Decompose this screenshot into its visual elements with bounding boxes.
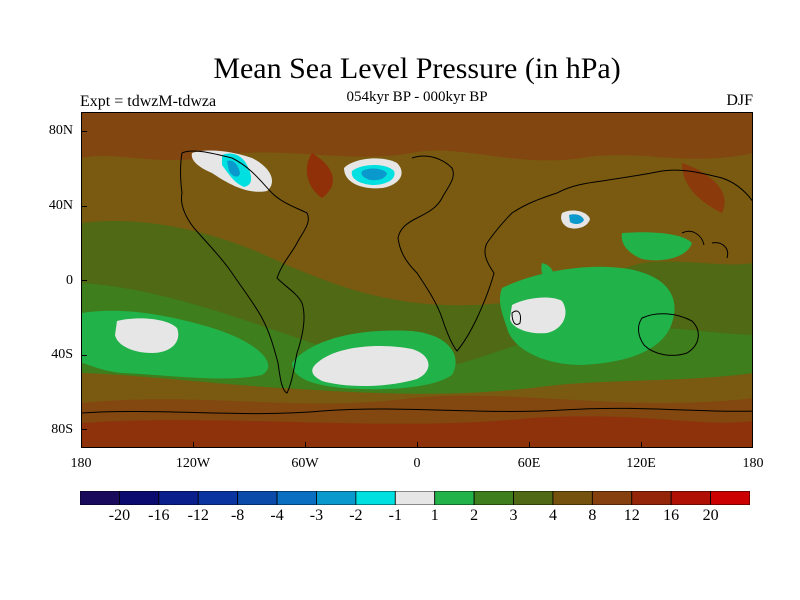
colorbar-swatch <box>513 491 554 505</box>
lon-label-180w: 180 <box>70 456 92 471</box>
siberian-high <box>682 163 725 213</box>
lon-label-180e: 180 <box>742 456 764 471</box>
colorbar-label: -2 <box>349 507 363 524</box>
experiment-label: Expt = tdwzM-tdwza <box>80 93 217 110</box>
colorbar-label: -20 <box>108 507 131 524</box>
season-label: DJF <box>726 92 753 109</box>
colorbar-label: 8 <box>588 507 597 524</box>
indian-ocean-neutral <box>510 297 566 334</box>
colorbar-label: -3 <box>309 507 324 524</box>
antarctic-band <box>82 416 752 447</box>
colorbar-swatch <box>197 491 239 505</box>
colorbar-swatch <box>316 491 357 505</box>
australia-coast <box>638 313 699 356</box>
lon-label-120w: 120W <box>175 456 211 471</box>
americas-coast <box>180 150 309 394</box>
colorbar-swatch <box>670 491 711 505</box>
colorbar-label: -4 <box>270 507 284 524</box>
antarctica-coast <box>82 407 752 415</box>
south-atlantic-neutral <box>312 345 429 386</box>
colorbar-swatch <box>119 491 160 505</box>
map-subtitle: 054kyr BP - 000kyr BP <box>346 89 488 105</box>
colorbar-label: 12 <box>623 507 640 524</box>
colorbar-swatch <box>80 491 120 505</box>
lat-label-0: 0 <box>66 273 73 288</box>
lat-label-40n: 40N <box>48 198 73 213</box>
colorbar-swatch <box>237 491 278 505</box>
colorbar-label: 3 <box>509 507 518 524</box>
colorbar-label: 20 <box>702 507 719 524</box>
colorbar-swatch <box>355 491 396 505</box>
lat-label-40s: 40S <box>51 347 73 362</box>
south-pacific-neutral <box>115 318 179 353</box>
colorbar-swatch <box>473 491 514 505</box>
colorbar-swatch <box>710 491 750 505</box>
colorbar-swatch <box>552 491 593 505</box>
fennoscandia-low-blue <box>361 168 387 181</box>
pressure-map <box>82 113 752 447</box>
colorbar-swatch <box>631 491 672 505</box>
colorbar-swatch <box>158 491 199 505</box>
map-panel <box>81 112 753 448</box>
colorbar-label: -8 <box>230 507 245 524</box>
map-title: Mean Sea Level Pressure (in hPa) <box>213 52 621 85</box>
laurentide-low-blue <box>227 160 240 177</box>
colorbar-label: -16 <box>148 507 170 524</box>
tibet-low-blue <box>569 214 584 225</box>
colorbar-swatch <box>434 491 475 505</box>
colorbar-label: 16 <box>663 507 680 524</box>
maritime-continent-coast <box>681 230 729 259</box>
colorbar-label: 4 <box>548 507 557 524</box>
colorbar-label: 2 <box>470 507 479 524</box>
arabian-sea-green <box>541 263 554 281</box>
indian-ocean-green <box>499 266 675 365</box>
lat-label-80n: 80N <box>48 123 73 138</box>
north-atlantic-high <box>306 153 333 198</box>
south-china-sea-green <box>621 232 692 261</box>
colorbar-swatch <box>591 491 633 505</box>
colorbar-label: -12 <box>187 507 209 524</box>
colorbar-swatch <box>394 491 436 505</box>
colorbar <box>80 491 750 505</box>
lon-label-120e: 120E <box>626 456 656 471</box>
madagascar-coast <box>511 310 521 326</box>
eurasia-africa-coast <box>397 155 752 352</box>
colorbar-label: 1 <box>430 507 439 524</box>
colorbar-label: -1 <box>388 507 402 524</box>
coastlines <box>82 150 752 415</box>
lon-label-60e: 60E <box>517 456 541 471</box>
colorbar-swatch <box>276 491 317 505</box>
lon-label-0: 0 <box>413 456 421 471</box>
lat-label-80s: 80S <box>51 422 73 437</box>
northern-high-band <box>82 113 752 161</box>
lon-label-60w: 60W <box>291 456 319 471</box>
